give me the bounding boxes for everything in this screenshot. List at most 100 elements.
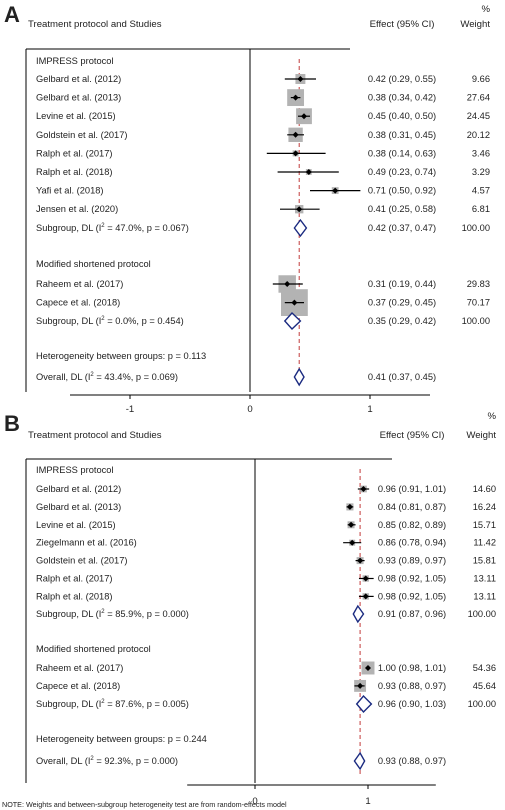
- panel-b-study-ci: 0.98 (0.92, 1.05): [378, 574, 446, 584]
- panel-a-heterogeneity: Heterogeneity between groups: p = 0.113: [36, 351, 206, 361]
- panel-a-study-weight: 3.29: [472, 167, 490, 177]
- panel-a-point-estimate: [284, 281, 291, 287]
- panel-b-subgroup-diamond: [355, 694, 373, 714]
- panel-b-x-tick-label: 1: [365, 796, 370, 807]
- panel-b-heterogeneity: Heterogeneity between groups: p = 0.244: [36, 734, 207, 744]
- panel-b-study-weight: 11.42: [473, 538, 496, 548]
- panel-a-study-weight: 4.57: [472, 186, 490, 196]
- panel-a-header-weight: Weight: [460, 19, 490, 30]
- panel-a-study-weight: 27.64: [467, 93, 490, 103]
- panel-b-study-label: Goldstein et al. (2017): [36, 556, 127, 566]
- panel-b-study-weight: 45.64: [473, 681, 496, 691]
- panel-a-study-ci: 0.45 (0.40, 0.50): [368, 111, 436, 121]
- panel-a-study-weight: 24.45: [467, 111, 490, 121]
- panel-b-x-tick-label: 0: [252, 796, 257, 807]
- panel-b-study-weight: 13.11: [473, 574, 496, 584]
- panel-a-study-ci: 0.49 (0.23, 0.74): [368, 167, 436, 177]
- panel-b-study-ci: 0.84 (0.81, 0.87): [378, 502, 446, 512]
- panel-a-group-title: IMPRESS protocol: [36, 56, 114, 66]
- panel-b-study-label: Levine et al. (2015): [36, 520, 116, 530]
- panel-b-overall-ci: 0.93 (0.88, 0.97): [378, 756, 446, 766]
- panel-a-header-studies: Treatment protocol and Studies: [28, 19, 162, 30]
- panel-a-point-estimate: [292, 94, 299, 101]
- panel-b-point-estimate: [349, 539, 356, 546]
- panel-a-study-label: Ralph et al. (2018): [36, 167, 113, 177]
- panel-a-subgroup-ci: 0.42 (0.37, 0.47): [368, 223, 436, 233]
- panel-a-point-estimate: [292, 150, 299, 157]
- panel-b-weight-unit: %: [487, 411, 496, 422]
- panel-a-study-ci: 0.38 (0.34, 0.42): [368, 93, 436, 103]
- panel-a-overall-ci: 0.41 (0.37, 0.45): [368, 372, 436, 382]
- panel-b-subgroup-label: Subgroup, DL (I2 = 87.6%, p = 0.005): [36, 699, 189, 709]
- panel-a-letter: A: [4, 2, 20, 27]
- panel-b-header-effect: Effect (95% CI): [380, 430, 445, 441]
- panel-a-subgroup-weight: 100.00: [462, 223, 490, 233]
- panel-a-study-weight: 6.81: [472, 204, 490, 214]
- panel-b-point-estimate: [362, 593, 369, 600]
- panel-b-subgroup-ci: 0.96 (0.90, 1.03): [378, 699, 446, 709]
- panel-a-point-estimate: [292, 131, 299, 138]
- panel-a-point-estimate: [297, 76, 304, 82]
- panel-b-study-ci: 0.98 (0.92, 1.05): [378, 591, 446, 601]
- panel-a-subgroup-label: Subgroup, DL (I2 = 47.0%, p = 0.067): [36, 223, 189, 233]
- panel-b-subgroup-diamond: [352, 604, 365, 624]
- panel-b-note: NOTE: Weights and between-subgroup heter…: [2, 800, 287, 809]
- panel-a-study-ci: 0.37 (0.29, 0.45): [368, 298, 436, 308]
- panel-b-subgroup-label: Subgroup, DL (I2 = 85.9%, p = 0.000): [36, 609, 189, 619]
- panel-b-group-title: IMPRESS protocol: [36, 465, 114, 475]
- panel-b-study-weight: 15.71: [473, 520, 496, 530]
- panel-a-study-weight: 29.83: [467, 279, 490, 289]
- panel-b-study-ci: 0.93 (0.88, 0.97): [378, 681, 446, 691]
- panel-b-header-studies: Treatment protocol and Studies: [28, 430, 162, 441]
- panel-a-study-weight: 9.66: [472, 74, 490, 84]
- panel-b-header-weight: Weight: [466, 430, 496, 441]
- panel-a-x-tick-label: 1: [367, 404, 372, 415]
- panel-a-point-estimate: [296, 206, 303, 213]
- panel-a-subgroup-ci: 0.35 (0.29, 0.42): [368, 316, 436, 326]
- panel-a-study-label: Yafi et al. (2018): [36, 186, 104, 196]
- panel-b-study-label: Raheem et al. (2017): [36, 663, 123, 673]
- panel-a-study-ci: 0.71 (0.50, 0.92): [368, 186, 436, 196]
- panel-b-study-label: Ralph et al. (2018): [36, 591, 113, 601]
- panel-a-x-tick-label: -1: [126, 404, 135, 415]
- panel-a-study-label: Capece et al. (2018): [36, 298, 120, 308]
- panel-a-point-estimate: [305, 169, 312, 175]
- panel-b-study-weight: 15.81: [473, 556, 496, 566]
- panel-b-study-label: Capece et al. (2018): [36, 681, 120, 691]
- panel-b-study-ci: 0.93 (0.89, 0.97): [378, 556, 446, 566]
- panel-b-study-weight: 54.36: [473, 663, 496, 673]
- panel-a-group-title: Modified shortened protocol: [36, 259, 151, 269]
- panel-a-study-weight: 3.46: [472, 148, 490, 158]
- panel-a-study-weight: 70.17: [467, 298, 490, 308]
- panel-a-study-label: Goldstein et al. (2017): [36, 130, 127, 140]
- panel-b-study-ci: 0.86 (0.78, 0.94): [378, 538, 446, 548]
- panel-b-subgroup-weight: 100.00: [468, 699, 496, 709]
- panel-b-study-weight: 13.11: [473, 591, 496, 601]
- panel-b-subgroup-weight: 100.00: [468, 609, 496, 619]
- panel-a-study-ci: 0.42 (0.29, 0.55): [368, 74, 436, 84]
- panel-a-study-label: Gelbard et al. (2013): [36, 93, 121, 103]
- panel-a-x-tick-label: 0: [247, 404, 252, 415]
- panel-b-letter: B: [4, 411, 20, 436]
- panel-a-study-label: Ralph et al. (2017): [36, 148, 113, 158]
- panel-a-study-ci: 0.41 (0.25, 0.58): [368, 204, 436, 214]
- panel-b-study-label: Ralph et al. (2017): [36, 574, 113, 584]
- panel-a-header-effect: Effect (95% CI): [370, 19, 435, 30]
- panel-a-study-label: Levine et al. (2015): [36, 111, 116, 121]
- panel-b-study-label: Ziegelmann et al. (2016): [36, 538, 137, 548]
- panel-a-overall-diamond: [293, 367, 305, 387]
- panel-b-study-ci: 0.85 (0.82, 0.89): [378, 520, 446, 530]
- panel-a-study-label: Raheem et al. (2017): [36, 279, 123, 289]
- panel-a-subgroup-diamond: [283, 311, 302, 331]
- panel-a-study-ci: 0.31 (0.19, 0.44): [368, 279, 436, 289]
- panel-a-subgroup-label: Subgroup, DL (I2 = 0.0%, p = 0.454): [36, 316, 184, 326]
- panel-b-overall-diamond: [353, 751, 366, 771]
- panel-b-point-estimate: [360, 486, 367, 492]
- panel-a-study-ci: 0.38 (0.31, 0.45): [368, 130, 436, 140]
- panel-a-point-estimate: [291, 299, 298, 306]
- panel-b-study-ci: 1.00 (0.98, 1.01): [378, 663, 446, 673]
- panel-b-study-label: Gelbard et al. (2013): [36, 502, 121, 512]
- panel-b-point-estimate: [357, 557, 364, 564]
- panel-b-subgroup-ci: 0.91 (0.87, 0.96): [378, 609, 446, 619]
